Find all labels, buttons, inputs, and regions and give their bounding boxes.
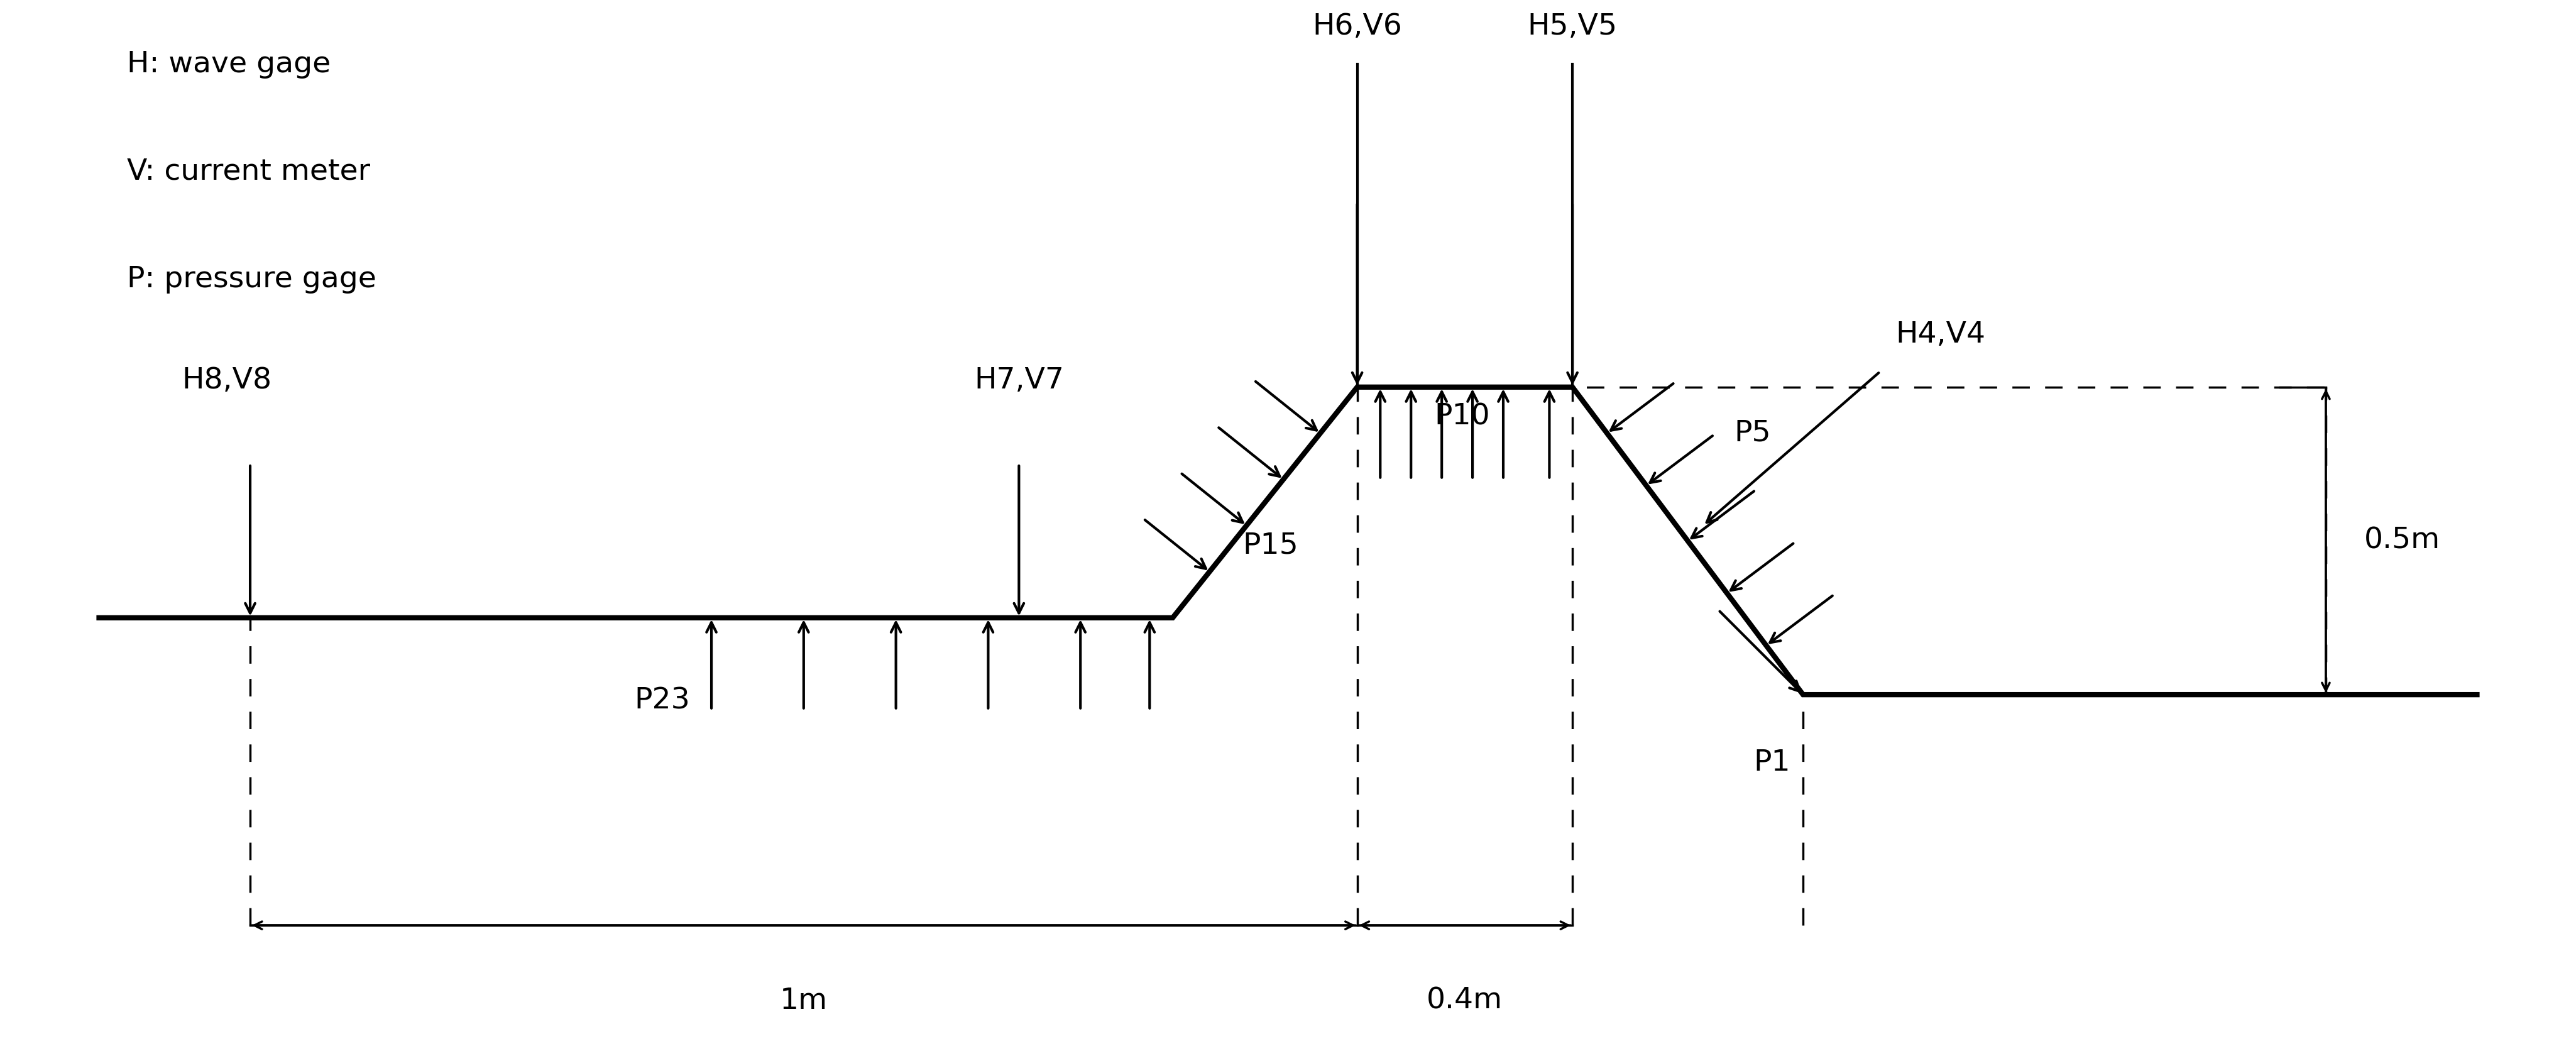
- Text: H8,V8: H8,V8: [183, 367, 273, 395]
- Text: P10: P10: [1435, 403, 1489, 431]
- Text: H7,V7: H7,V7: [974, 367, 1064, 395]
- Text: P15: P15: [1242, 532, 1298, 559]
- Text: H4,V4: H4,V4: [1896, 321, 1986, 349]
- Text: P1: P1: [1754, 748, 1790, 777]
- Text: 0.4m: 0.4m: [1427, 987, 1502, 1015]
- Text: H6,V6: H6,V6: [1311, 13, 1401, 41]
- Text: P: pressure gage: P: pressure gage: [126, 265, 376, 293]
- Text: 0.5m: 0.5m: [2365, 527, 2439, 555]
- Text: P5: P5: [1734, 419, 1770, 448]
- Text: 1m: 1m: [781, 987, 827, 1015]
- Text: H: wave gage: H: wave gage: [126, 50, 330, 78]
- Text: H5,V5: H5,V5: [1528, 13, 1618, 41]
- Text: P23: P23: [634, 687, 690, 716]
- Text: V: current meter: V: current meter: [126, 158, 371, 186]
